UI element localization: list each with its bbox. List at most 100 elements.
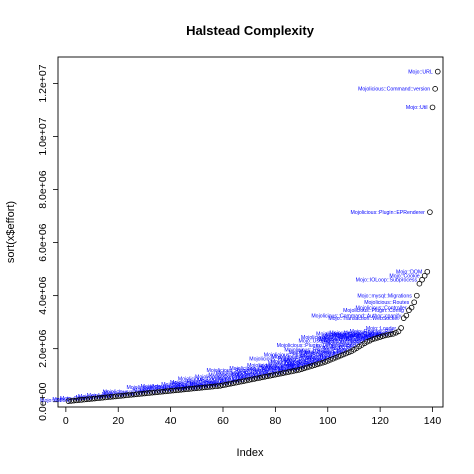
point-label: Mojo::Headers (326, 341, 360, 347)
data-point (314, 361, 321, 368)
data-point (254, 375, 260, 382)
y-tick-label: 8.0e+06 (37, 170, 49, 208)
point-label: Mojolicious::Routes::Route (272, 354, 334, 360)
point-label: Mojolicious::Command::daemon (301, 335, 375, 341)
data-point (251, 376, 258, 382)
data-point (217, 382, 224, 389)
point-label: Mojo::Server::Morbo (197, 378, 244, 384)
point-label: Mojo::Reactor (60, 396, 93, 402)
data-point (327, 357, 334, 363)
point-labels: Mojo::URLMojolicious::Command::versionMo… (40, 69, 433, 404)
data-point (170, 387, 177, 394)
data-point (364, 338, 370, 345)
data-point (332, 354, 339, 361)
point-label: Mojo::Upload (235, 374, 266, 380)
x-axis-label: Index (237, 447, 264, 459)
point-label: Mojo::Cookie::Response (172, 381, 229, 387)
point-label: Mojolicious::Plugin::JSONConfig (264, 352, 339, 358)
data-point (267, 372, 273, 379)
data-point (366, 337, 373, 344)
point-label: Mojo::IOLoop::Client (299, 349, 347, 355)
point-label: Mojo::Cookie::Request (186, 379, 239, 385)
data-point (146, 390, 153, 396)
x-tick-label: 60 (217, 415, 229, 427)
data-point (136, 391, 142, 397)
data-point (70, 397, 77, 404)
data-point (204, 384, 211, 390)
data-point (416, 280, 423, 287)
data-point (120, 392, 127, 399)
data-point (167, 388, 174, 394)
point-label: Mojolicious::Command::Author::cpanify (311, 313, 401, 319)
point-label: Mojo::IOLoop::Server (271, 360, 321, 366)
data-point (178, 386, 184, 393)
data-point (335, 353, 342, 360)
data-point (264, 373, 271, 380)
point-label: Mojolicious::Plugin::PODRenderer (249, 357, 328, 363)
data-point (191, 385, 197, 392)
point-label: Mojolicious::Routes::Pattern (284, 348, 349, 354)
data-point (188, 385, 195, 392)
x-tick-label: 0 (63, 415, 69, 427)
x-tick-label: 20 (112, 415, 124, 427)
point-label: Mojo::Reactor::Poll (350, 329, 394, 335)
point-label: Mojo::Asset::File (316, 344, 354, 350)
data-point (262, 373, 268, 380)
data-point (338, 352, 344, 359)
point-label: Mojo::Util (406, 105, 428, 111)
data-point (275, 371, 281, 377)
data-point (183, 386, 190, 393)
point-label: Mojolicious::Command::get (247, 363, 310, 369)
point-label: Mojo::Date (306, 355, 331, 361)
data-point (107, 394, 114, 400)
data-point (212, 383, 218, 390)
point-label: Mojo::Template (301, 353, 336, 359)
data-point (175, 387, 182, 393)
point-label: Mojo::Server (52, 397, 82, 403)
point-label: Mojo::Cookie (389, 274, 419, 280)
point-label: Mojo::Path (290, 361, 315, 367)
data-point (162, 388, 169, 395)
data-point (235, 379, 242, 385)
point-label: Mojo::Loader (366, 326, 397, 332)
point-label: Mojolicious::Types (280, 359, 323, 365)
data-point (411, 299, 417, 306)
data-point (390, 331, 397, 337)
data-point (78, 397, 85, 403)
data-point (319, 359, 326, 366)
point-label: Mojo::IOLoop::Subprocess (356, 278, 418, 284)
x-tick-label: 80 (270, 415, 282, 427)
data-point (110, 393, 116, 400)
point-label: Mojolicious::Validator (332, 333, 381, 339)
point-label: Mojolicious::Plugin::Config (343, 308, 404, 314)
data-point (283, 369, 289, 376)
point-label: Mojo::Transaction::WebSocket (328, 316, 399, 322)
data-point (434, 68, 441, 75)
data-point (180, 386, 187, 393)
data-point (196, 385, 203, 391)
y-tick-label: 2.0e+06 (37, 329, 49, 367)
point-label: Mojo::JSON (324, 346, 352, 352)
point-label: Mojolicious::Command::version (358, 87, 430, 93)
data-point (272, 371, 279, 378)
point-label: Mojolicious::Renderer (317, 337, 367, 343)
point-label: Mojo::URL (408, 69, 433, 75)
data-point (68, 398, 74, 404)
data-point (112, 393, 119, 400)
y-axis-label: sort(x$effort) (5, 201, 17, 263)
data-point (118, 393, 124, 399)
data-point (84, 396, 90, 403)
point-label: Mojo::EventEmitter (143, 387, 187, 393)
point-label: Mojolicious::Routes (364, 300, 409, 306)
data-point (379, 333, 386, 340)
data-point (139, 390, 145, 397)
point-label: Mojolicious::Plugin::DefaultHelpers (277, 343, 358, 349)
data-point (76, 397, 82, 403)
data-point (104, 394, 111, 400)
point-label: Mojolicious::Plugin::HeaderCondition (207, 368, 292, 374)
data-point (99, 394, 106, 401)
point-label: Mojolicious::Command::prefork (178, 377, 250, 383)
data-point (395, 328, 402, 335)
data-point (387, 331, 394, 338)
point-label: Mojolicious::Command::cgi (208, 372, 270, 378)
